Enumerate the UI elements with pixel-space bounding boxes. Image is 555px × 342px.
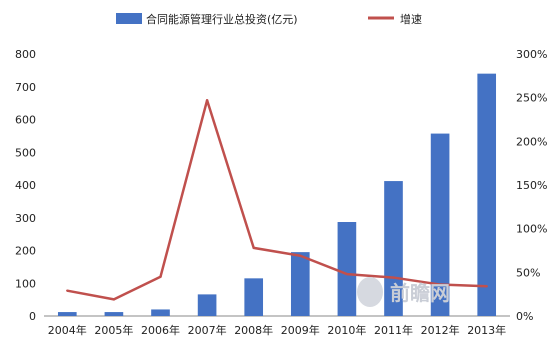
line-point [299, 254, 302, 257]
line-point [66, 289, 69, 292]
y-right-tick-label: 200% [516, 135, 547, 148]
y-right-tick-label: 50% [516, 266, 540, 279]
y-right-tick-label: 0% [516, 310, 533, 323]
line-point [205, 99, 209, 102]
bar [290, 252, 310, 316]
bar [430, 133, 450, 316]
line-point [485, 285, 488, 288]
line-point [252, 246, 255, 250]
x-tick-label: 2010年 [327, 323, 366, 337]
x-tick-label: 2005年 [94, 323, 133, 337]
line-point [345, 272, 349, 276]
x-tick-label: 2011年 [374, 323, 413, 337]
bar [151, 309, 170, 316]
x-tick-label: 2004年 [48, 323, 87, 337]
y-right-tick-label: 150% [516, 179, 547, 192]
watermark-text: 前瞻网 [390, 281, 450, 305]
y-left-tick-label: 200 [15, 245, 36, 258]
x-tick-label: 2012年 [421, 323, 460, 337]
y-right-tick-label: 100% [516, 223, 547, 236]
bar [477, 73, 497, 317]
bar [244, 278, 264, 316]
y-left-tick-label: 700 [15, 81, 36, 94]
line-point [438, 283, 442, 286]
line-point [159, 275, 162, 278]
y-left-tick-label: 300 [15, 212, 36, 225]
line-series [66, 99, 488, 301]
legend-swatch-investment [116, 13, 142, 24]
x-tick-label: 2008年 [234, 323, 273, 337]
y-left-tick-label: 400 [15, 179, 36, 192]
bar [337, 222, 357, 316]
y-left-tick-label: 0 [29, 310, 36, 323]
x-tick-label: 2007年 [188, 323, 227, 337]
line-point [112, 298, 116, 301]
bar [57, 312, 77, 316]
y-right-tick-label: 250% [516, 92, 547, 105]
y-left-tick-label: 500 [15, 146, 36, 159]
y-left-tick-label: 800 [15, 48, 36, 61]
legend: 合同能源管理行业总投资(亿元) 增速 [116, 12, 422, 26]
x-tick-label: 2013年 [467, 323, 506, 337]
legend-label-investment: 合同能源管理行业总投资(亿元) [146, 12, 298, 26]
y-left-tick-label: 100 [15, 277, 36, 290]
line-point [392, 276, 395, 279]
x-tick-label: 2009年 [281, 323, 320, 337]
growth-line [67, 99, 487, 301]
bar [104, 312, 124, 316]
y-right-tick-label: 300% [516, 48, 547, 61]
watermark-logo-icon [357, 277, 383, 307]
bar [384, 181, 403, 316]
bar [197, 294, 217, 316]
bar-series [57, 73, 497, 317]
legend-label-growth: 增速 [400, 12, 422, 26]
x-tick-label: 2006年 [141, 323, 180, 337]
axes: 0 100 200 300 400 500 600 700 800 0% 50% 100% 150% 20… [15, 48, 547, 337]
watermark: 前瞻网 [357, 277, 450, 307]
y-left-tick-label: 600 [15, 114, 36, 127]
